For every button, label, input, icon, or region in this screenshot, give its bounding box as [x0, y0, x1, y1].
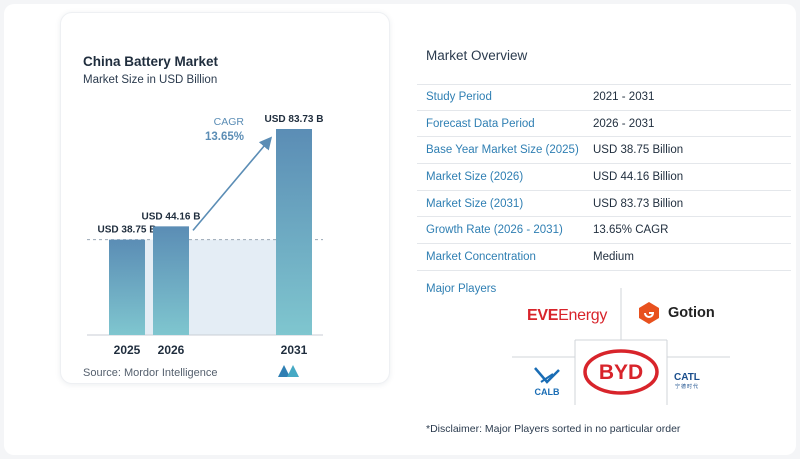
overview-row-value: 2021 - 2031 — [593, 91, 655, 104]
bar-2031 — [276, 129, 312, 335]
bar-2025 — [109, 239, 145, 335]
overview-row: Market Concentration Medium — [417, 244, 791, 271]
overview-row-label: Study Period — [426, 91, 492, 104]
bar-value-label: USD 44.16 B — [142, 211, 201, 222]
overview-row: Forecast Data Period 2026 - 2031 — [417, 111, 791, 138]
x-tick-label: 2026 — [158, 343, 185, 357]
chart-subtitle: Market Size in USD Billion — [83, 74, 218, 86]
cagr-label: CAGR — [214, 116, 245, 128]
byd-oval-icon: BYD — [583, 349, 659, 395]
gotion-mark-icon — [639, 302, 659, 324]
overview-row-label: Base Year Market Size (2025) — [426, 144, 579, 157]
overview-row: Market Size (2031) USD 83.73 Billion — [417, 191, 791, 218]
calb-logo: CALB — [527, 364, 567, 403]
chart-title: China Battery Market — [83, 54, 219, 69]
catl-logo-subtext: 宁德时代 — [674, 384, 699, 390]
overview-row-value: 2026 - 2031 — [593, 117, 655, 130]
market-overview-table: Study Period 2021 - 2031 Forecast Data Per… — [417, 84, 791, 271]
overview-row-value: USD 44.16 Billion — [593, 170, 684, 183]
overview-row-label: Market Concentration — [426, 250, 536, 263]
mordor-logo-icon — [278, 365, 299, 377]
byd-logo-text: BYD — [599, 361, 643, 384]
eve-logo-text: EVE — [527, 307, 559, 324]
bar-value-label: USD 38.75 B — [98, 225, 157, 236]
bar-chart: USD 38.75 B 2025 USD 44.16 B 2026 USD 83.73 … — [87, 114, 324, 357]
x-tick-label: 2031 — [281, 343, 308, 357]
overview-row-label: Growth Rate (2026 - 2031) — [426, 224, 563, 237]
major-players-title: Major Players — [426, 283, 497, 295]
overview-row-label: Forecast Data Period — [426, 117, 535, 130]
overview-row-value: USD 38.75 Billion — [593, 144, 684, 157]
market-overview-title: Market Overview — [426, 48, 528, 63]
overview-row-label: Market Size (2031) — [426, 197, 524, 210]
cagr-arrow — [192, 136, 273, 231]
bar-value-label: USD 83.73 B — [265, 114, 324, 125]
overview-row: Base Year Market Size (2025) USD 38.75 Bi… — [417, 137, 791, 165]
overview-row: Growth Rate (2026 - 2031) 13.65% CAGR — [417, 217, 791, 245]
source-text: Source: Mordor Intelligence — [83, 367, 218, 379]
overview-row: Market Size (2026) USD 44.16 Billion — [417, 164, 791, 191]
overview-row: Study Period 2021 - 2031 — [417, 84, 791, 111]
energy-logo-text: Energy — [558, 307, 608, 324]
gotion-logo-text: Gotion — [668, 305, 715, 321]
bar-2026 — [153, 226, 189, 335]
cagr-value: 13.65% — [205, 131, 244, 143]
overview-row-value: USD 83.73 Billion — [593, 197, 684, 210]
calb-mark-icon: CALB — [534, 367, 560, 397]
calb-logo-text: CALB — [535, 387, 560, 397]
chart-card: China Battery Market Market Size in USD … — [60, 12, 390, 384]
overview-row-value: 13.65% CAGR — [593, 224, 669, 237]
x-tick-label: 2025 — [114, 343, 141, 357]
overview-row-value: Medium — [593, 250, 634, 263]
overview-row-label: Market Size (2026) — [426, 170, 524, 183]
disclaimer-text: *Disclaimer: Major Players sorted in no … — [426, 423, 681, 435]
byd-logo: BYD — [582, 347, 660, 402]
gotion-logo: Gotion — [636, 300, 715, 326]
eve-energy-logo: EVEEnergy — [527, 307, 607, 325]
catl-logo-text: CATL — [674, 372, 700, 383]
catl-logo: CATL 宁德时代 — [674, 372, 700, 390]
